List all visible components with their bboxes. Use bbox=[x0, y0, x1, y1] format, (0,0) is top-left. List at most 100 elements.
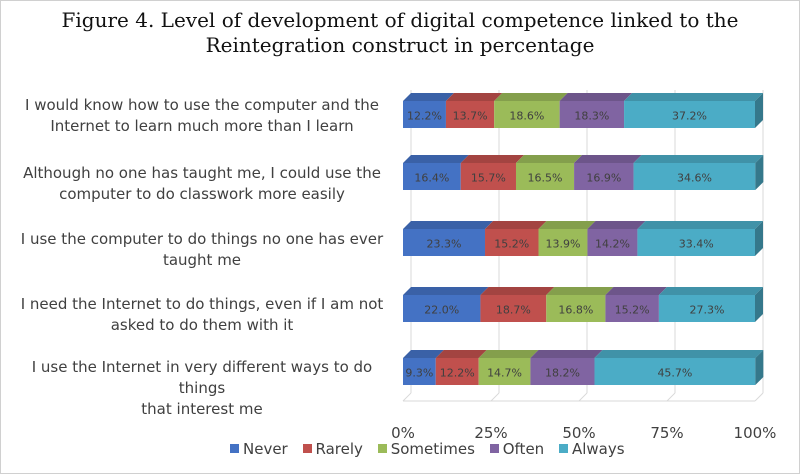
data-label: 14.7% bbox=[487, 367, 522, 380]
bar-often bbox=[559, 101, 625, 128]
floor-gridline bbox=[754, 392, 764, 402]
legend-swatch-sometimes bbox=[377, 444, 387, 453]
bar-top-always bbox=[594, 350, 764, 358]
bar-top-always bbox=[637, 221, 763, 229]
data-label: 15.2% bbox=[494, 238, 529, 251]
bar-side-always bbox=[755, 350, 764, 385]
bar-top-always bbox=[624, 93, 763, 101]
bar-top-always bbox=[658, 287, 763, 295]
bar-top-rarely bbox=[435, 350, 487, 358]
data-label: 33.4% bbox=[679, 238, 714, 251]
floor-gridline bbox=[490, 392, 500, 402]
bar-side-always bbox=[755, 221, 763, 256]
data-label: 16.9% bbox=[586, 172, 621, 185]
bar-top-often bbox=[559, 93, 633, 101]
floor-gridline bbox=[402, 392, 412, 402]
bar-always bbox=[658, 295, 755, 322]
bar-never bbox=[403, 229, 486, 256]
legend-item-always: Always bbox=[558, 440, 625, 458]
bar-never bbox=[403, 163, 461, 190]
bar-always bbox=[633, 163, 756, 190]
bar-sometimes bbox=[538, 229, 588, 256]
bar-top-often bbox=[530, 350, 603, 358]
data-label: 18.6% bbox=[509, 110, 544, 123]
chart-title-line-2: Reintegration construct in percentage bbox=[205, 33, 595, 57]
bar-top-sometimes bbox=[515, 155, 583, 163]
category-label-2: Although no one has taught me, I could u… bbox=[23, 164, 381, 203]
legend-item-often: Often bbox=[489, 440, 544, 458]
bar-often bbox=[605, 295, 659, 322]
data-label: 45.7% bbox=[657, 367, 692, 380]
bar-top-never bbox=[403, 93, 454, 101]
data-label: 12.2% bbox=[440, 367, 475, 380]
legend-swatch-rarely bbox=[302, 444, 312, 453]
data-label: 13.7% bbox=[453, 110, 488, 123]
bar-always bbox=[594, 358, 756, 385]
data-label: 22.0% bbox=[424, 304, 459, 317]
bar-side-always bbox=[755, 287, 763, 322]
x-tick-label: 75% bbox=[650, 424, 683, 442]
bar-rarely bbox=[445, 101, 495, 128]
bar-never bbox=[403, 295, 481, 322]
bar-top-sometimes bbox=[494, 93, 568, 101]
legend-swatch-often bbox=[489, 444, 499, 453]
legend-swatch-always bbox=[558, 444, 568, 453]
bar-top-rarely bbox=[460, 155, 524, 163]
floor-gridline bbox=[666, 392, 676, 402]
floor-gridline bbox=[578, 392, 588, 402]
bar-top-rarely bbox=[480, 287, 555, 295]
x-tick-label: 25% bbox=[474, 424, 507, 442]
data-label: 18.7% bbox=[496, 304, 531, 317]
bar-rarely bbox=[460, 163, 516, 190]
bar-top-sometimes bbox=[546, 287, 614, 295]
bar-top-always bbox=[633, 155, 764, 163]
bar-top-often bbox=[587, 221, 646, 229]
bar-always bbox=[624, 101, 755, 128]
category-label-3: I use the computer to do things no one h… bbox=[20, 230, 384, 269]
bar-top-sometimes bbox=[538, 221, 596, 229]
bar-top-sometimes bbox=[478, 350, 539, 358]
data-label: 15.2% bbox=[615, 304, 650, 317]
data-label: 13.9% bbox=[546, 238, 581, 251]
bar-always bbox=[637, 229, 755, 256]
category-label-5: I use the Internet in very different way… bbox=[31, 358, 373, 418]
bar-top-rarely bbox=[445, 93, 503, 101]
bar-rarely bbox=[485, 229, 539, 256]
chart-title: Figure 4. Level of development of digita… bbox=[0, 8, 800, 58]
legend: Never Rarely Sometimes Often Always bbox=[230, 440, 635, 458]
data-label: 14.2% bbox=[595, 238, 630, 251]
bar-side-always bbox=[755, 93, 763, 128]
x-tick-label: 0% bbox=[391, 424, 415, 442]
bar-sometimes bbox=[515, 163, 575, 190]
bar-top-never bbox=[403, 287, 489, 295]
bar-never bbox=[403, 101, 446, 128]
legend-item-never: Never bbox=[230, 440, 288, 458]
bar-rarely bbox=[435, 358, 479, 385]
bar-sometimes bbox=[478, 358, 531, 385]
bar-top-often bbox=[605, 287, 667, 295]
bar-often bbox=[574, 163, 634, 190]
data-label: 27.3% bbox=[689, 304, 724, 317]
data-label: 16.8% bbox=[558, 304, 593, 317]
data-label: 18.3% bbox=[574, 110, 609, 123]
bar-often bbox=[530, 358, 595, 385]
bar-top-never bbox=[403, 221, 494, 229]
data-label: 18.2% bbox=[545, 367, 580, 380]
data-label: 12.2% bbox=[407, 110, 442, 123]
data-label: 23.3% bbox=[427, 238, 462, 251]
data-label: 16.4% bbox=[414, 172, 449, 185]
x-tick-label: 100% bbox=[734, 424, 777, 442]
data-label: 37.2% bbox=[672, 110, 707, 123]
legend-item-sometimes: Sometimes bbox=[377, 440, 475, 458]
bar-top-often bbox=[574, 155, 642, 163]
legend-swatch-never bbox=[230, 444, 239, 453]
bar-top-never bbox=[403, 350, 444, 358]
category-label-1: I would know how to use the computer and… bbox=[25, 96, 379, 135]
bar-rarely bbox=[480, 295, 547, 322]
bar-top-rarely bbox=[485, 221, 547, 229]
bar-never bbox=[403, 358, 436, 385]
data-label: 16.5% bbox=[528, 172, 563, 185]
data-label: 15.7% bbox=[471, 172, 506, 185]
bar-often bbox=[587, 229, 638, 256]
